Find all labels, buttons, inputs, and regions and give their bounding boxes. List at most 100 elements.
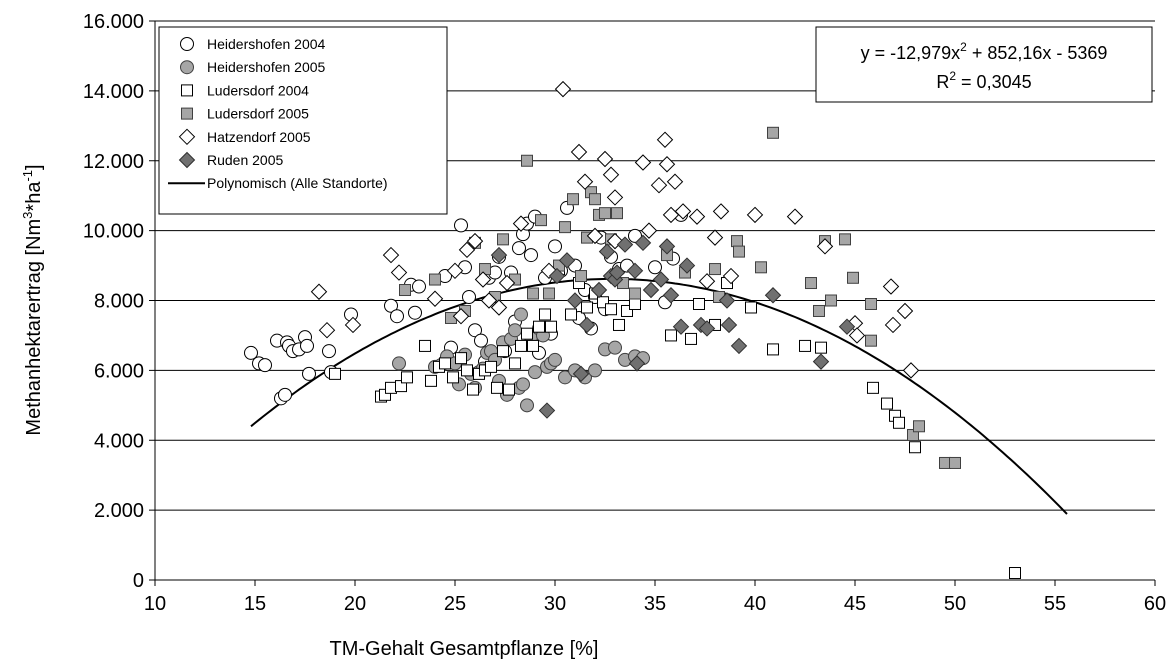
data-point [722, 267, 740, 285]
data-point [419, 339, 431, 352]
series-2 [329, 263, 1021, 580]
data-point [258, 358, 272, 373]
data-point [565, 308, 577, 321]
data-point [588, 363, 602, 378]
equation-line-a: y = -12,979x [861, 43, 961, 63]
data-point [558, 252, 576, 269]
data-point [640, 222, 658, 239]
y-tick-label: 16.000 [83, 11, 144, 33]
data-point [576, 173, 594, 190]
data-point [745, 301, 757, 314]
data-point [698, 320, 716, 337]
y-axis-title-end: ] [23, 164, 45, 170]
data-point [634, 154, 652, 171]
data-point [847, 271, 859, 284]
x-tick-label: 40 [744, 593, 766, 615]
data-point [572, 365, 590, 383]
data-point [634, 234, 652, 252]
data-point [490, 299, 508, 316]
data-point [718, 292, 736, 309]
data-point [586, 227, 604, 245]
data-point [516, 377, 530, 392]
data-point [865, 334, 877, 347]
data-point [385, 381, 397, 394]
data-point [452, 308, 470, 325]
series-5 [490, 234, 856, 419]
data-point [474, 333, 488, 348]
data-point [658, 156, 676, 173]
data-point [767, 343, 779, 356]
data-point [508, 323, 522, 338]
data-point [570, 143, 588, 161]
data-point [815, 341, 827, 354]
legend-marker [178, 151, 196, 169]
data-point [490, 246, 508, 264]
data-point [598, 243, 616, 260]
data-point [322, 344, 336, 359]
data-point [867, 381, 879, 394]
data-point [599, 207, 611, 220]
data-point [455, 352, 467, 365]
data-point [628, 355, 646, 372]
data-point [648, 260, 662, 275]
data-point [884, 316, 902, 334]
data-points [244, 80, 1021, 580]
data-point [539, 308, 551, 321]
data-point [596, 150, 614, 168]
data-point [589, 193, 601, 206]
data-point [652, 271, 670, 288]
data-point [896, 302, 914, 320]
legend-marker [178, 128, 196, 146]
data-point [709, 263, 721, 276]
data-point [1009, 567, 1021, 580]
data-point [764, 287, 782, 304]
equation-line-sup: 2 [960, 40, 967, 54]
data-point [390, 309, 404, 324]
y-axis-title-mid: *ha [23, 181, 45, 212]
data-point [392, 356, 406, 371]
y-tick-label: 10.000 [83, 221, 144, 243]
y-axis-title-sup2: -1 [20, 170, 35, 182]
y-tick-label: 14.000 [83, 81, 144, 103]
data-point [468, 323, 482, 338]
data-point [799, 339, 811, 352]
data-point [642, 281, 660, 299]
data-point [408, 305, 422, 320]
r-squared-b: = 0,3045 [956, 72, 1032, 92]
data-point [425, 374, 437, 387]
data-point [685, 332, 697, 345]
legend-label: Ruden 2005 [207, 152, 284, 168]
data-point [467, 383, 479, 396]
legend-marker [181, 84, 193, 97]
data-point [491, 381, 503, 394]
data-point [608, 340, 622, 355]
x-tick-label: 50 [944, 593, 966, 615]
y-tick-label: 12.000 [83, 151, 144, 173]
data-point [515, 339, 527, 352]
legend-label: Heidershofen 2005 [207, 59, 326, 75]
data-point [512, 241, 526, 256]
data-point [575, 270, 587, 283]
data-point [439, 357, 451, 370]
data-point [939, 456, 951, 469]
data-point [816, 238, 834, 255]
data-point [865, 297, 877, 310]
data-point [913, 420, 925, 433]
data-point [602, 166, 620, 183]
legend-label: Ludersdorf 2004 [207, 82, 309, 98]
x-tick-label: 35 [644, 593, 666, 615]
data-point [480, 292, 498, 309]
data-point [730, 337, 748, 355]
x-tick-label: 60 [1144, 593, 1166, 615]
y-tick-label: 4.000 [94, 430, 144, 452]
data-point [720, 316, 738, 334]
data-point [902, 362, 920, 379]
data-point [384, 298, 398, 313]
x-tick-label: 10 [144, 593, 166, 615]
x-tick-label: 25 [444, 593, 466, 615]
r-squared-a: R [936, 72, 949, 92]
series-3 [399, 126, 961, 469]
data-point [626, 262, 644, 280]
data-point [521, 327, 533, 340]
data-point [621, 304, 633, 317]
